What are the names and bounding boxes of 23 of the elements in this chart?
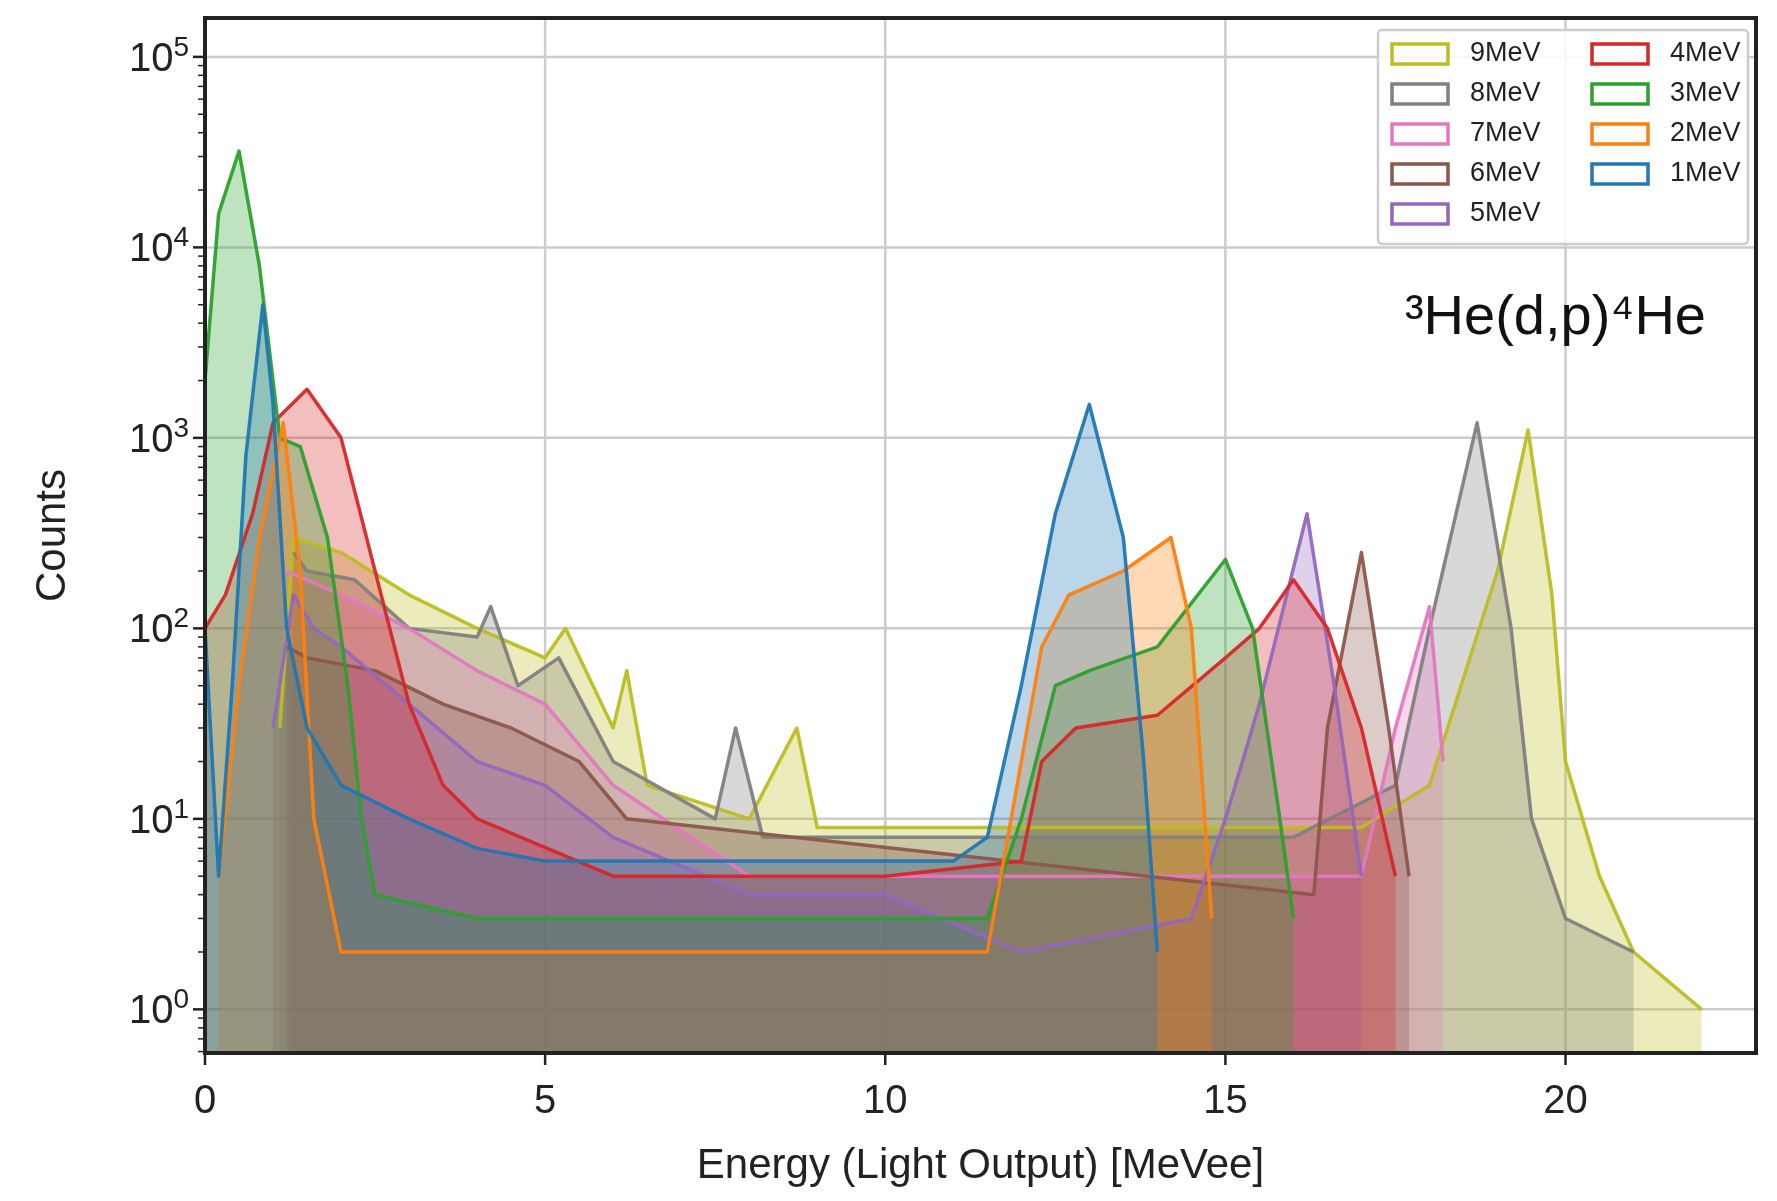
x-tick-label: 10	[863, 1077, 908, 1121]
y-tick-label: 10$^{1}$	[128, 792, 189, 841]
annotation: ³He(d,p)⁴He	[1404, 283, 1706, 346]
y-tick-label: 10$^{0}$	[128, 982, 189, 1032]
legend-label: 3MeV	[1670, 77, 1741, 107]
x-tick-label: 20	[1543, 1077, 1588, 1121]
y-axis-title: Counts	[27, 468, 74, 603]
legend-label: 1MeV	[1670, 157, 1741, 187]
y-tick-label: 10$^{3}$	[128, 411, 189, 460]
legend-label: 6MeV	[1470, 157, 1541, 187]
x-tick-label: 0	[193, 1077, 217, 1121]
y-tick-label: 10$^{2}$	[128, 601, 189, 651]
legend-label: 8MeV	[1470, 77, 1541, 107]
legend-label: 2MeV	[1670, 117, 1741, 147]
x-tick-label: 15	[1203, 1077, 1248, 1121]
legend-label: 4MeV	[1670, 37, 1741, 67]
legend-label: 9MeV	[1470, 37, 1541, 67]
legend-label: 7MeV	[1470, 117, 1541, 147]
legend-label: 5MeV	[1470, 197, 1541, 227]
x-tick-label: 5	[534, 1077, 557, 1121]
x-axis-title: Energy (Light Output) [MeVee]	[696, 1140, 1265, 1187]
y-tick-label: 10$^{5}$	[128, 30, 189, 79]
y-tick-label: 10$^{4}$	[128, 220, 189, 270]
